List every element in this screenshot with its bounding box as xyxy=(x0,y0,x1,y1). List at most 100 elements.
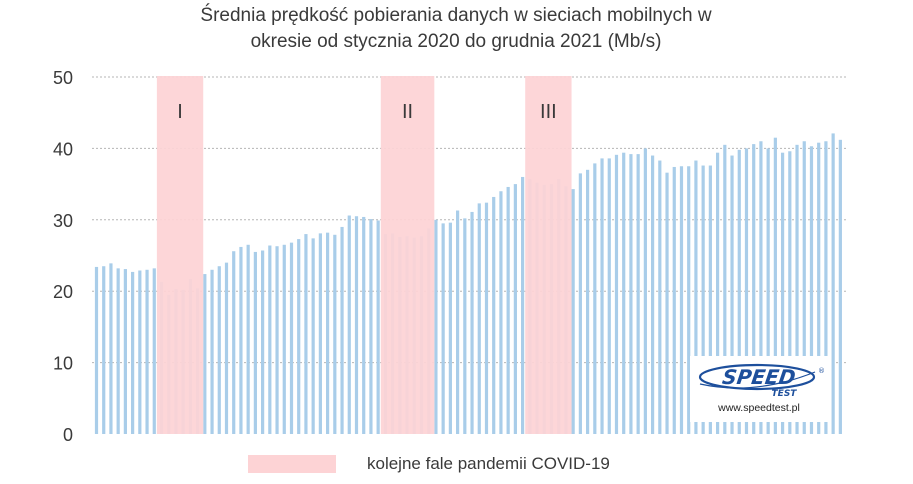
bar xyxy=(499,191,503,434)
bar xyxy=(817,142,821,435)
bar xyxy=(318,233,322,434)
y-tick-label: 30 xyxy=(53,211,73,231)
bar xyxy=(470,211,474,434)
pandemic-wave-band xyxy=(525,76,572,434)
bar xyxy=(809,146,814,434)
bar xyxy=(708,165,712,434)
bar xyxy=(759,141,763,434)
bar xyxy=(571,189,575,434)
bar xyxy=(376,220,380,434)
bar xyxy=(687,166,691,434)
bar xyxy=(362,216,366,434)
pandemic-wave-band xyxy=(156,76,204,434)
bar xyxy=(434,219,438,434)
bar xyxy=(261,250,265,434)
bar xyxy=(715,152,720,434)
bar xyxy=(102,266,106,434)
bar xyxy=(607,158,611,434)
pandemic-wave-label: I xyxy=(177,101,183,123)
bar xyxy=(333,234,337,434)
bar xyxy=(679,166,684,434)
chart-legend: kolejne fale pandemii COVID-19 xyxy=(248,454,610,473)
bar xyxy=(369,219,373,434)
bar xyxy=(282,244,286,434)
bar xyxy=(492,196,496,434)
bar xyxy=(297,239,301,434)
chart-title-line-2: okresie od stycznia 2020 do grudnia 2021… xyxy=(251,31,662,52)
pandemic-wave-label: III xyxy=(540,101,557,123)
bar xyxy=(232,251,236,434)
bar xyxy=(650,155,655,435)
bar xyxy=(622,152,626,434)
y-tick-label: 10 xyxy=(53,354,73,374)
bar xyxy=(701,165,705,434)
logo-test-text: TEST xyxy=(772,389,798,399)
bar xyxy=(629,154,633,434)
bar xyxy=(484,202,489,434)
bar xyxy=(203,274,207,434)
y-tick-label: 0 xyxy=(63,425,73,445)
bar xyxy=(723,144,727,434)
bar xyxy=(109,263,113,434)
bar xyxy=(116,268,120,434)
bar xyxy=(217,266,221,434)
speedtest-logo: SPEED TEST ® www.speedtest.pl xyxy=(690,356,830,422)
bar xyxy=(593,163,597,435)
bar xyxy=(94,266,99,434)
bar xyxy=(694,160,698,434)
logo-swoosh-icon xyxy=(698,363,816,391)
bar xyxy=(441,223,445,434)
logo-registered-mark: ® xyxy=(818,367,825,375)
bar xyxy=(253,251,257,434)
bar xyxy=(643,148,647,434)
bar xyxy=(138,270,142,434)
bar xyxy=(145,269,149,434)
bar xyxy=(737,149,741,434)
bar xyxy=(448,222,452,434)
bar xyxy=(347,215,351,434)
bar xyxy=(239,246,243,434)
bar xyxy=(513,184,517,434)
bar xyxy=(636,154,640,434)
bar xyxy=(304,234,308,434)
pandemic-wave-label: II xyxy=(402,101,413,123)
bar xyxy=(752,144,756,434)
chart-title-line-1: Średnia prędkość pobierania danych w sie… xyxy=(200,4,711,26)
legend-swatch xyxy=(248,455,336,473)
bar xyxy=(773,137,777,434)
bar xyxy=(506,186,510,434)
bar xyxy=(275,246,279,434)
bar xyxy=(672,166,676,435)
bar xyxy=(802,141,806,434)
bar xyxy=(795,144,799,434)
bar xyxy=(477,203,481,434)
bar xyxy=(665,172,669,434)
bar xyxy=(766,148,770,434)
bar xyxy=(658,160,662,434)
y-tick-label: 50 xyxy=(53,68,73,88)
bar xyxy=(131,271,135,434)
bar xyxy=(824,141,828,434)
bar xyxy=(152,268,156,434)
bar xyxy=(831,133,835,434)
pandemic-wave-bands: I II III xyxy=(156,76,572,434)
y-axis-ticks: 0 10 20 30 40 50 xyxy=(53,68,73,445)
bar xyxy=(224,262,229,434)
bar xyxy=(600,158,604,434)
bar xyxy=(838,139,842,434)
bar xyxy=(730,155,734,435)
bar xyxy=(788,151,792,435)
bar xyxy=(340,226,344,434)
legend-label: kolejne fale pandemii COVID-19 xyxy=(367,454,610,473)
bar xyxy=(210,269,214,434)
bar xyxy=(456,210,460,434)
bar xyxy=(246,244,250,434)
y-tick-label: 40 xyxy=(53,139,73,159)
logo-speed-text: SPEED xyxy=(721,365,797,389)
bar xyxy=(268,245,272,434)
bar xyxy=(289,242,294,434)
bar xyxy=(463,218,467,434)
bar xyxy=(578,173,582,434)
pandemic-wave-band xyxy=(380,76,435,434)
